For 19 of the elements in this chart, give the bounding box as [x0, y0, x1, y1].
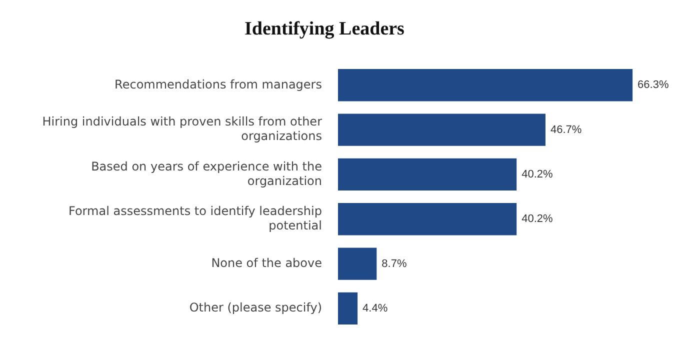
bar	[338, 69, 633, 102]
bar	[338, 114, 546, 146]
bar	[338, 292, 358, 325]
bar	[338, 248, 377, 280]
data-label: 40.2%	[522, 213, 554, 226]
bar	[338, 203, 517, 236]
data-label: 40.2%	[522, 168, 554, 180]
chart-title: Identifying Leaders	[244, 18, 404, 40]
y-tick-label: Recommendations from managers	[114, 77, 322, 92]
bar	[338, 158, 517, 191]
y-tick-label: Based on years of experience with the organization	[91, 159, 322, 188]
y-tick-label: Hiring individuals with proven skills from other organizations	[42, 114, 322, 144]
y-tick-label: Formal assessments to identify leadership potential	[68, 204, 322, 232]
y-tick-label: Other (please specify)	[189, 300, 322, 315]
data-label: 46.7%	[550, 124, 582, 136]
y-tick-label: None of the above	[211, 256, 322, 270]
data-label: 4.4%	[362, 302, 388, 314]
data-label: 66.3%	[638, 79, 669, 92]
data-label: 8.7%	[382, 258, 407, 270]
